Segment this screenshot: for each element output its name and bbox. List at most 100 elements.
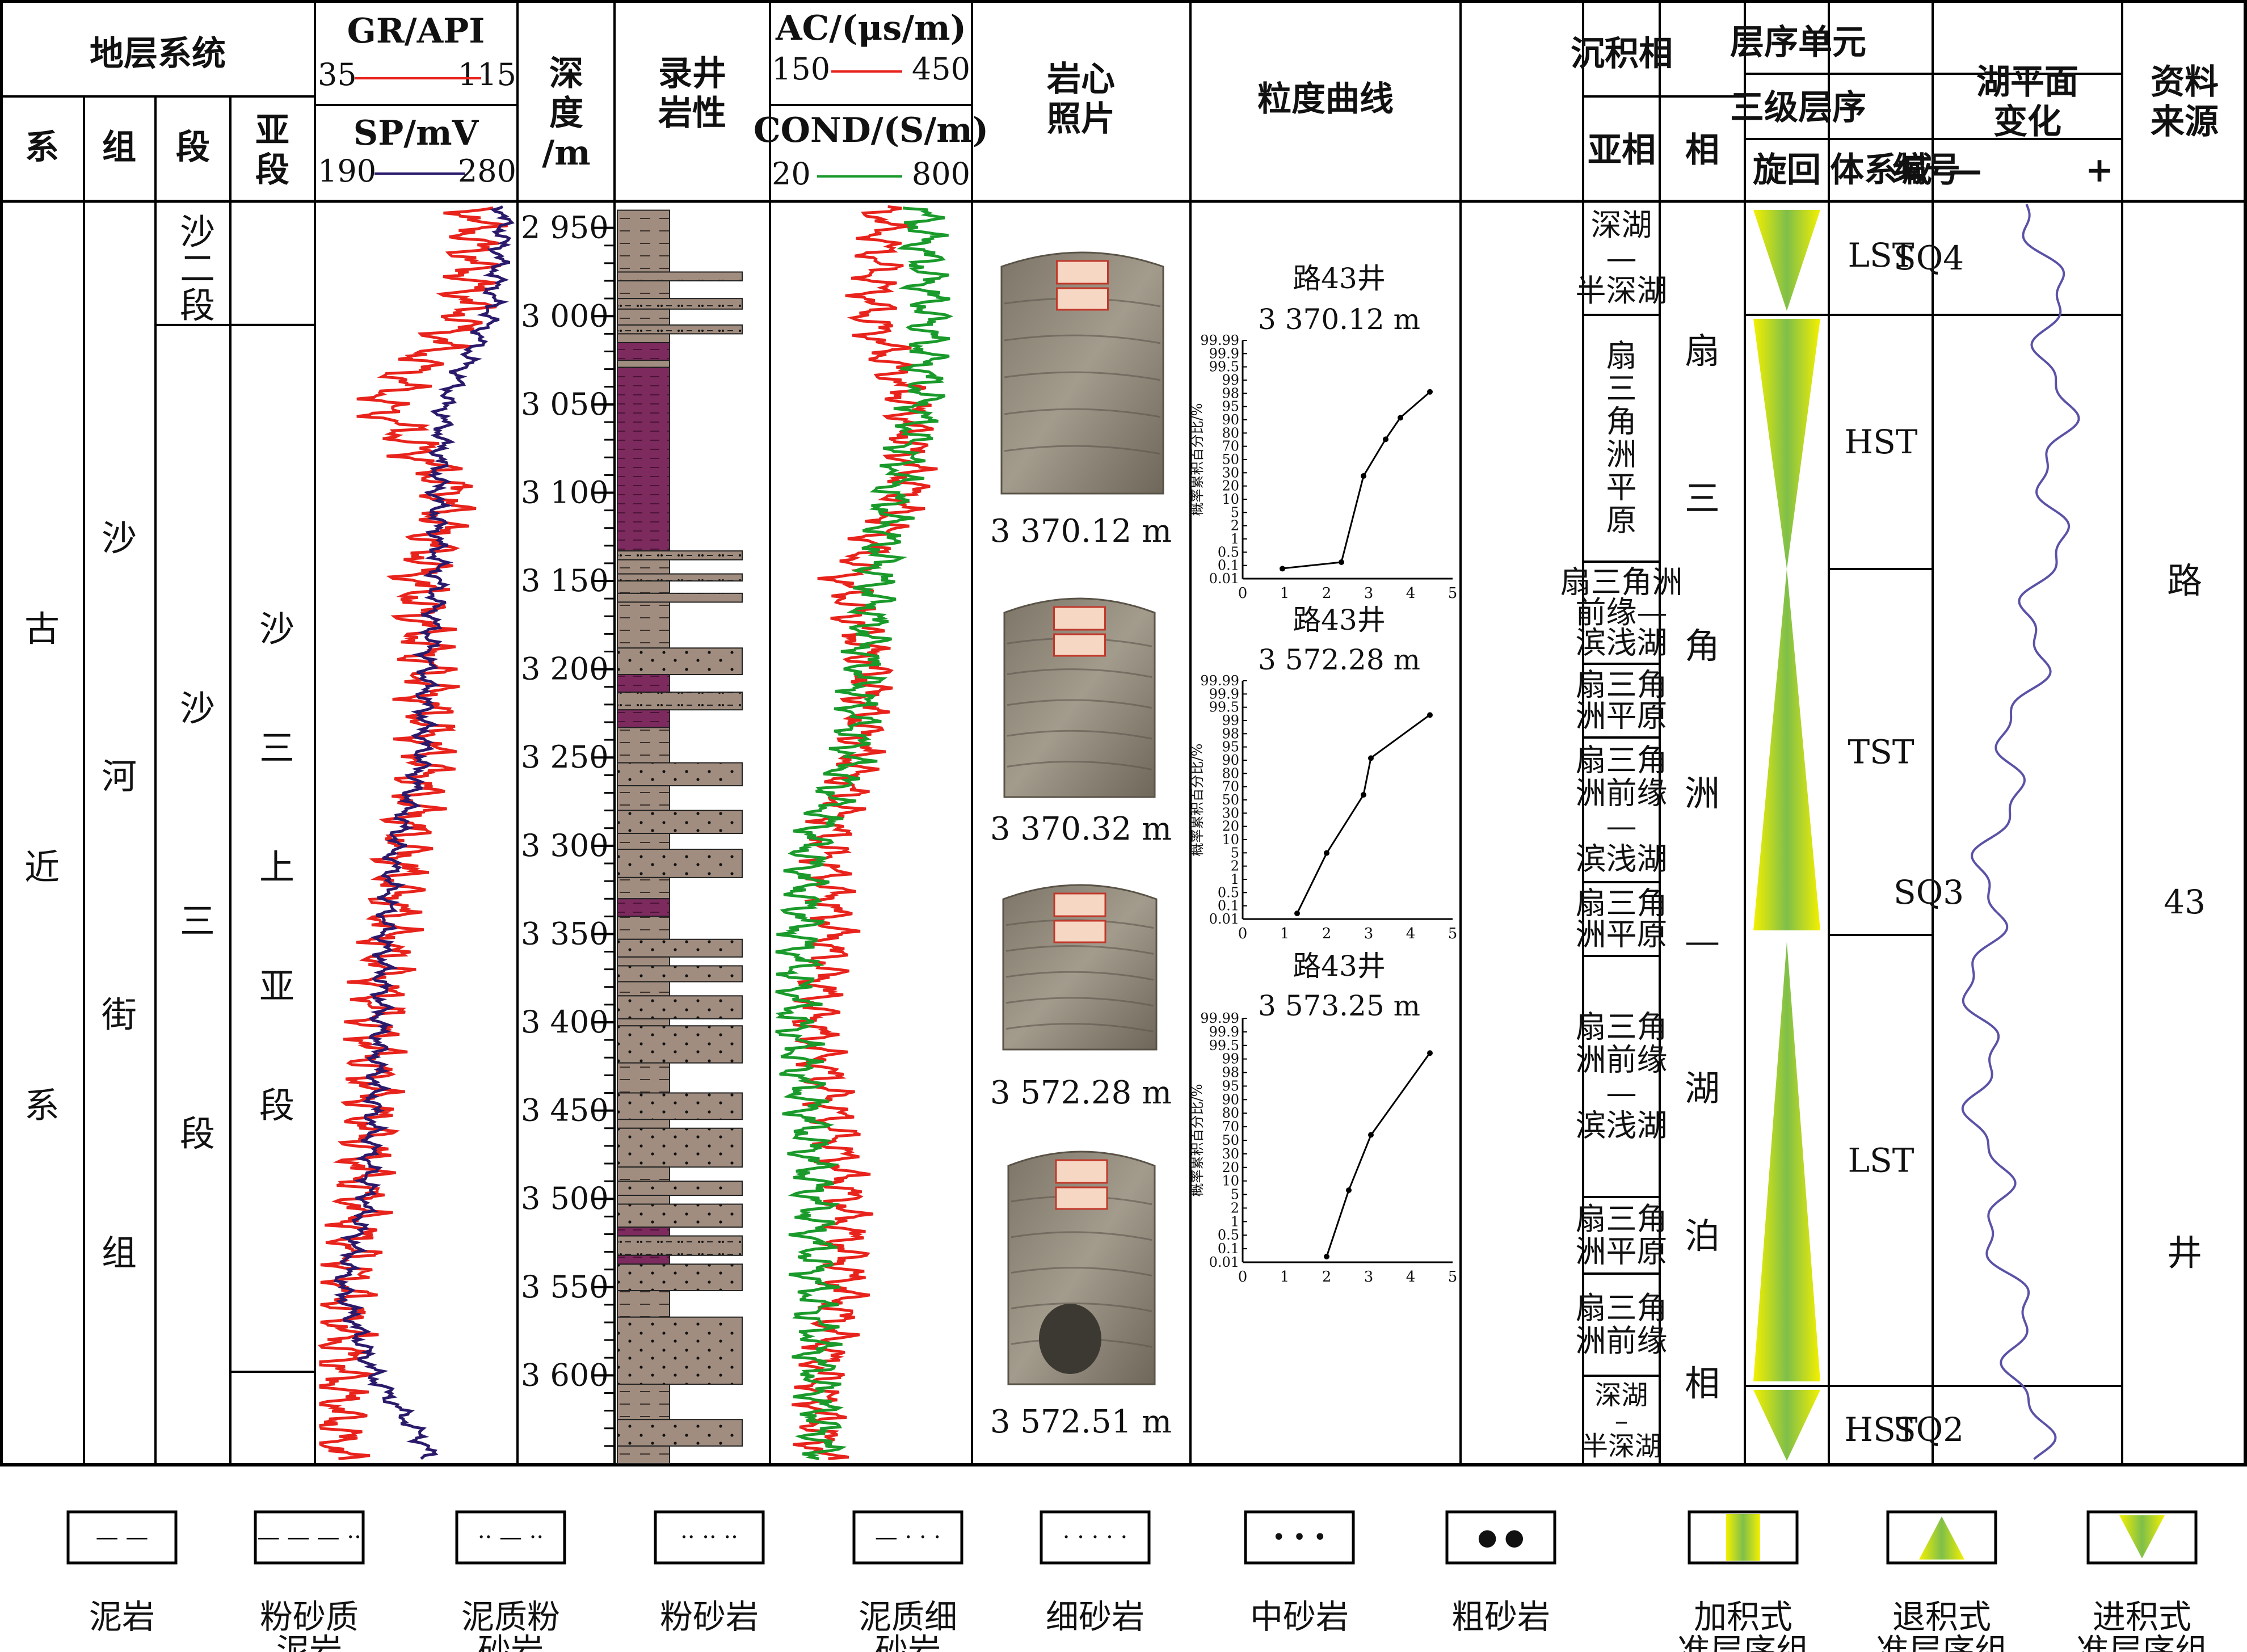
sp-label: SP/mV [354, 113, 479, 153]
grain-point [1361, 473, 1366, 479]
cycle-retrogradational [1753, 569, 1820, 930]
grain-x-tick: 5 [1448, 585, 1458, 602]
lith-bed [617, 1018, 670, 1027]
grain-point [1427, 389, 1433, 395]
grain-point [1368, 755, 1374, 761]
subfacies-text: 前缘— [1576, 595, 1668, 630]
grain-y-tick: 50 [1222, 1132, 1239, 1148]
cond-curve [775, 206, 953, 1460]
subfacies-label: 亚相 [1588, 130, 1656, 170]
member-s2-char: 沙 [180, 211, 215, 252]
core-sample [1003, 597, 1156, 798]
grain-y-tick: 1 [1231, 1213, 1239, 1229]
grain-y-tick: 70 [1222, 1119, 1239, 1135]
grain-y-tick: 80 [1222, 765, 1239, 781]
subfacies-text: 扇三角 [1576, 1201, 1668, 1237]
grain-y-tick: 2 [1231, 518, 1239, 534]
core-sticker [1056, 287, 1109, 311]
formation-char: 街 [102, 994, 137, 1035]
gr-label: GR/API [347, 11, 485, 51]
lake-level-curve [1961, 204, 2080, 1460]
grain-x-tick: 4 [1406, 1268, 1416, 1286]
grain-y-tick: 10 [1222, 832, 1239, 848]
core-lamination [1007, 730, 1152, 740]
legend-pattern: · · · · · [1063, 1524, 1127, 1550]
header-submember-1: 亚 [255, 111, 289, 150]
grain-x-tick: 0 [1238, 1268, 1248, 1286]
subfacies-text: 洲平原 [1576, 1233, 1668, 1269]
formation-char: 河 [102, 756, 137, 797]
grain-x-tick: 0 [1238, 585, 1248, 602]
core-sticker [1055, 1186, 1108, 1210]
log-curves [318, 205, 953, 1460]
member-s3-char: 段 [180, 1113, 215, 1154]
source-char: 井 [2167, 1232, 2202, 1274]
cycle-progradational [1753, 210, 1820, 311]
core-lamination [1011, 1303, 1152, 1312]
lith-bed [617, 550, 743, 560]
grain-y-tick: 99.9 [1209, 686, 1239, 702]
lith-bed [617, 995, 743, 1019]
grain-x-tick: 3 [1364, 925, 1374, 942]
grain-curve [1296, 714, 1430, 914]
lith-label-2: 岩性 [658, 94, 726, 133]
grain-point [1324, 850, 1329, 856]
grain-y-label: 概率累积百分比/% [1189, 1084, 1205, 1197]
grain-point [1427, 1050, 1433, 1056]
ac-curve [792, 205, 938, 1460]
lake-minus: — [1948, 150, 1982, 190]
core-lamination [1004, 371, 1161, 381]
grain-y-tick: 0.1 [1218, 1241, 1239, 1257]
grain-depth-title: 3 572.28 m [1258, 643, 1420, 676]
core-lamination [1004, 408, 1161, 418]
legend-swatch [1040, 1510, 1151, 1565]
system-tract-label: HST [1845, 423, 1918, 461]
grain-well-title: 路43井 [1293, 262, 1386, 295]
sp-min: 190 [318, 153, 376, 189]
source-char: 43 [2164, 883, 2206, 921]
lith-bed [617, 810, 743, 835]
ac-min: 150 [772, 51, 830, 87]
lith-bed [617, 324, 743, 335]
lith-bed [617, 1227, 670, 1237]
lith-bed [617, 360, 670, 368]
subfacies-text: 角 [1606, 404, 1637, 440]
grain-point [1368, 1132, 1374, 1138]
grain-y-tick: 98 [1222, 726, 1239, 741]
lith-bed [617, 580, 670, 594]
grain-curve [1282, 391, 1430, 570]
grain-y-tick: 30 [1222, 805, 1239, 821]
grain-y-tick: 30 [1222, 465, 1239, 481]
gr-curve [318, 206, 508, 1460]
legend-swatch [254, 1510, 365, 1565]
system-char: 近 [24, 846, 60, 888]
facies-char: — [1685, 920, 1720, 962]
cycle-label: 旋回 [1753, 150, 1821, 190]
legend-swatch [455, 1510, 566, 1565]
subfacies-text: 扇三角 [1576, 886, 1668, 921]
legend-label: 粗砂岩 [1451, 1598, 1550, 1636]
facies-label: 沉积相 [1571, 34, 1673, 74]
legend-label: 泥质粉 [461, 1598, 560, 1636]
grain-y-tick: 20 [1222, 1160, 1239, 1175]
grain-y-tick: 0.5 [1218, 544, 1239, 560]
legend-pattern: — — [96, 1524, 149, 1550]
grain-y-tick: 98 [1222, 385, 1239, 401]
system-tract-label: LST [1848, 1141, 1914, 1180]
submember-char: 上 [259, 846, 294, 888]
subfacies-text: 扇三角 [1576, 1290, 1668, 1326]
lith-bed [617, 209, 670, 273]
subfacies-text: 半深湖 [1576, 273, 1668, 309]
grain-x-tick: 1 [1280, 585, 1290, 602]
grain-y-tick: 99.99 [1200, 673, 1239, 689]
subfacies-text: 洲前缘 [1576, 1323, 1668, 1359]
depth-label-3: /m [542, 133, 590, 173]
grain-y-tick: 99.99 [1200, 1010, 1239, 1026]
core-lamination [1005, 997, 1154, 1007]
third-order-label: 三级层序 [1730, 88, 1866, 128]
submember-char: 沙 [259, 608, 294, 650]
core-sticker [1053, 633, 1106, 657]
sequence-columns: LST HST TST LST HST SQ4 SQ3 SQ2 [1745, 210, 2122, 1461]
legend-pattern: ·· ·· ·· [680, 1524, 738, 1550]
grain-point [1294, 911, 1300, 916]
